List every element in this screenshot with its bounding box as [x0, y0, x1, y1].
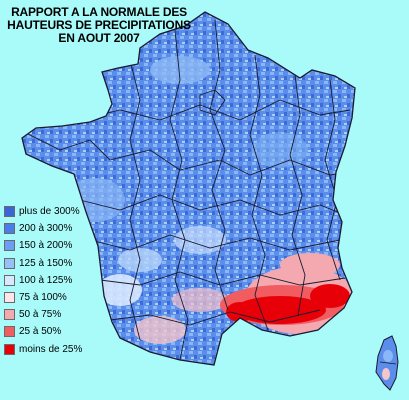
map-title-line-1: RAPPORT A LA NORMALE DES: [11, 5, 187, 19]
legend-swatch: [4, 326, 15, 338]
corsica: [375, 335, 399, 391]
legend-item: 75 à 100%: [4, 289, 116, 306]
legend-item: 100 à 125%: [4, 272, 116, 289]
department-borders: [22, 19, 355, 361]
legend-swatch: [4, 257, 15, 269]
legend-label: 125 à 150%: [19, 257, 73, 269]
legend-swatch: [4, 240, 15, 252]
legend-item: 200 à 300%: [4, 220, 116, 237]
legend-swatch: [4, 309, 15, 321]
map-title-line-2: HAUTEURS DE PRECIPITATIONS: [7, 18, 191, 32]
legend-swatch: [4, 343, 15, 355]
map-title-line-3: EN AOUT 2007: [58, 31, 140, 45]
legend-item: 50 à 75%: [4, 306, 116, 323]
legend-label: 50 à 75%: [19, 309, 62, 321]
legend-item: moins de 25%: [4, 341, 116, 358]
legend-swatch: [4, 292, 15, 304]
legend: plus de 300% 200 à 300% 150 à 200% 125 à…: [4, 203, 116, 358]
legend-label: moins de 25%: [19, 343, 83, 355]
legend-label: 100 à 125%: [19, 274, 73, 286]
map-title: RAPPORT A LA NORMALE DES HAUTEURS DE PRE…: [4, 6, 194, 45]
legend-label: 200 à 300%: [19, 223, 73, 235]
legend-item: 150 à 200%: [4, 237, 116, 254]
legend-label: plus de 300%: [19, 206, 80, 218]
legend-label: 150 à 200%: [19, 240, 73, 252]
legend-label: 25 à 50%: [19, 326, 62, 338]
legend-item: plus de 300%: [4, 203, 116, 220]
legend-label: 75 à 100%: [19, 292, 67, 304]
legend-swatch: [4, 274, 15, 286]
legend-swatch: [4, 223, 15, 235]
legend-swatch: [4, 206, 15, 218]
legend-item: 25 à 50%: [4, 323, 116, 340]
legend-item: 125 à 150%: [4, 255, 116, 272]
